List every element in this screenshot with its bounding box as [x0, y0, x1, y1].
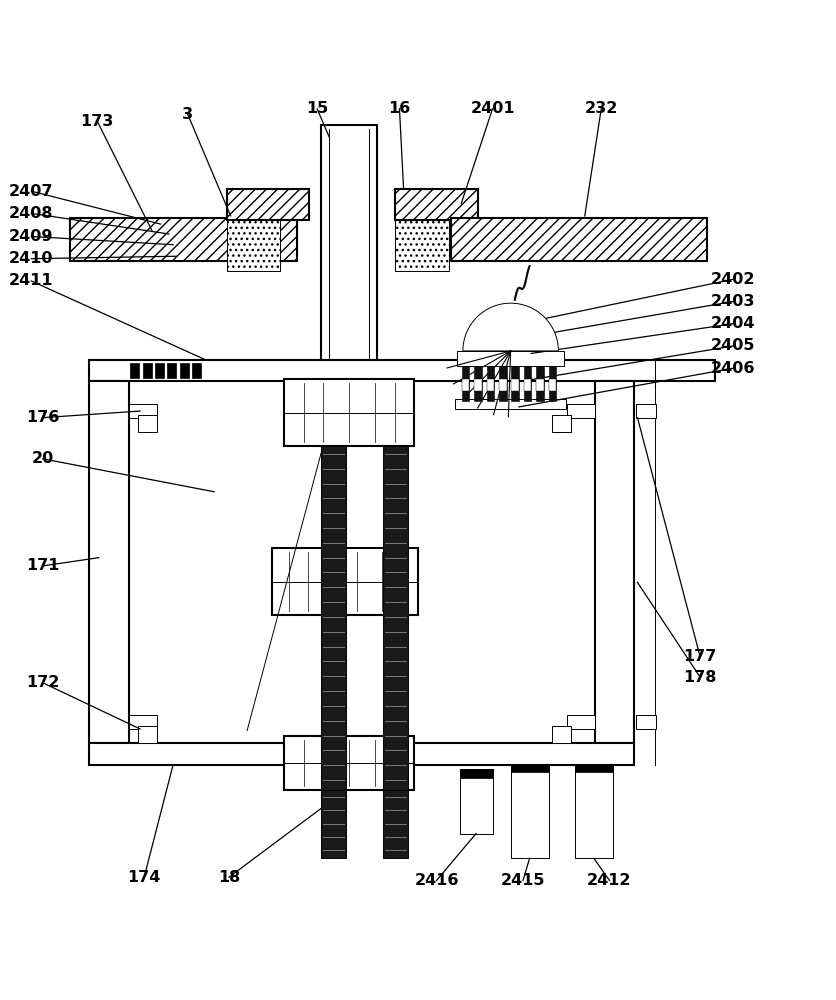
- Text: 2406: 2406: [711, 361, 755, 376]
- Wedge shape: [463, 303, 558, 351]
- Text: 2409: 2409: [9, 229, 54, 244]
- Bar: [499, 379, 507, 391]
- Bar: [594, 381, 635, 743]
- Bar: [548, 366, 556, 401]
- Bar: [129, 404, 157, 418]
- Bar: [142, 363, 151, 378]
- Bar: [227, 217, 280, 271]
- Bar: [284, 379, 415, 446]
- Bar: [511, 764, 548, 858]
- Bar: [89, 360, 715, 381]
- Bar: [499, 366, 507, 401]
- Bar: [227, 189, 308, 220]
- Bar: [192, 363, 201, 378]
- Bar: [460, 769, 492, 834]
- Bar: [636, 715, 656, 729]
- Text: 16: 16: [389, 101, 410, 116]
- Bar: [321, 446, 346, 790]
- Text: 2415: 2415: [501, 873, 545, 888]
- Bar: [383, 446, 408, 790]
- Bar: [524, 379, 531, 391]
- Text: 2405: 2405: [711, 338, 755, 353]
- Bar: [552, 415, 571, 432]
- Bar: [487, 366, 494, 401]
- Bar: [512, 366, 519, 401]
- Bar: [474, 366, 482, 401]
- Text: 177: 177: [683, 649, 716, 664]
- Bar: [474, 379, 482, 391]
- Bar: [167, 363, 176, 378]
- Text: 171: 171: [26, 558, 59, 573]
- Bar: [139, 415, 157, 432]
- Bar: [460, 769, 492, 778]
- Text: 3: 3: [182, 107, 193, 122]
- Bar: [321, 125, 377, 364]
- Text: 18: 18: [218, 870, 240, 885]
- Bar: [89, 381, 129, 743]
- Bar: [284, 736, 415, 790]
- Bar: [180, 363, 189, 378]
- Text: 2410: 2410: [9, 251, 54, 266]
- Bar: [462, 379, 470, 391]
- Text: 172: 172: [26, 675, 59, 690]
- Bar: [575, 764, 613, 772]
- Bar: [451, 218, 706, 261]
- Text: 178: 178: [683, 670, 716, 685]
- Bar: [395, 217, 449, 271]
- Text: 2402: 2402: [711, 272, 755, 287]
- Bar: [155, 363, 164, 378]
- Text: 2408: 2408: [9, 206, 54, 221]
- Text: 176: 176: [26, 410, 59, 425]
- Bar: [456, 399, 566, 409]
- Bar: [567, 715, 595, 729]
- Bar: [129, 715, 157, 729]
- Bar: [321, 790, 346, 858]
- Bar: [272, 548, 418, 615]
- Bar: [524, 366, 531, 401]
- Bar: [567, 404, 595, 418]
- Text: 20: 20: [32, 451, 54, 466]
- Bar: [536, 379, 543, 391]
- Bar: [536, 366, 543, 401]
- Bar: [462, 366, 470, 401]
- Text: 173: 173: [80, 114, 114, 129]
- Text: 15: 15: [306, 101, 329, 116]
- Bar: [552, 726, 571, 743]
- Text: 174: 174: [127, 870, 161, 885]
- Text: 2411: 2411: [9, 273, 54, 288]
- Bar: [575, 764, 613, 858]
- Text: 2401: 2401: [471, 101, 515, 116]
- Bar: [383, 790, 408, 858]
- Bar: [548, 379, 556, 391]
- Text: 2404: 2404: [711, 316, 755, 331]
- Bar: [139, 726, 157, 743]
- Text: 2412: 2412: [587, 873, 632, 888]
- Text: 232: 232: [584, 101, 618, 116]
- Text: 2407: 2407: [9, 184, 54, 199]
- Bar: [457, 351, 564, 366]
- Bar: [487, 379, 494, 391]
- Bar: [511, 764, 548, 772]
- Bar: [512, 379, 519, 391]
- Bar: [130, 363, 140, 378]
- Text: 2416: 2416: [415, 873, 459, 888]
- Text: 2403: 2403: [711, 294, 755, 309]
- Bar: [395, 189, 477, 220]
- Bar: [89, 743, 635, 765]
- Bar: [636, 404, 656, 418]
- Bar: [70, 218, 297, 261]
